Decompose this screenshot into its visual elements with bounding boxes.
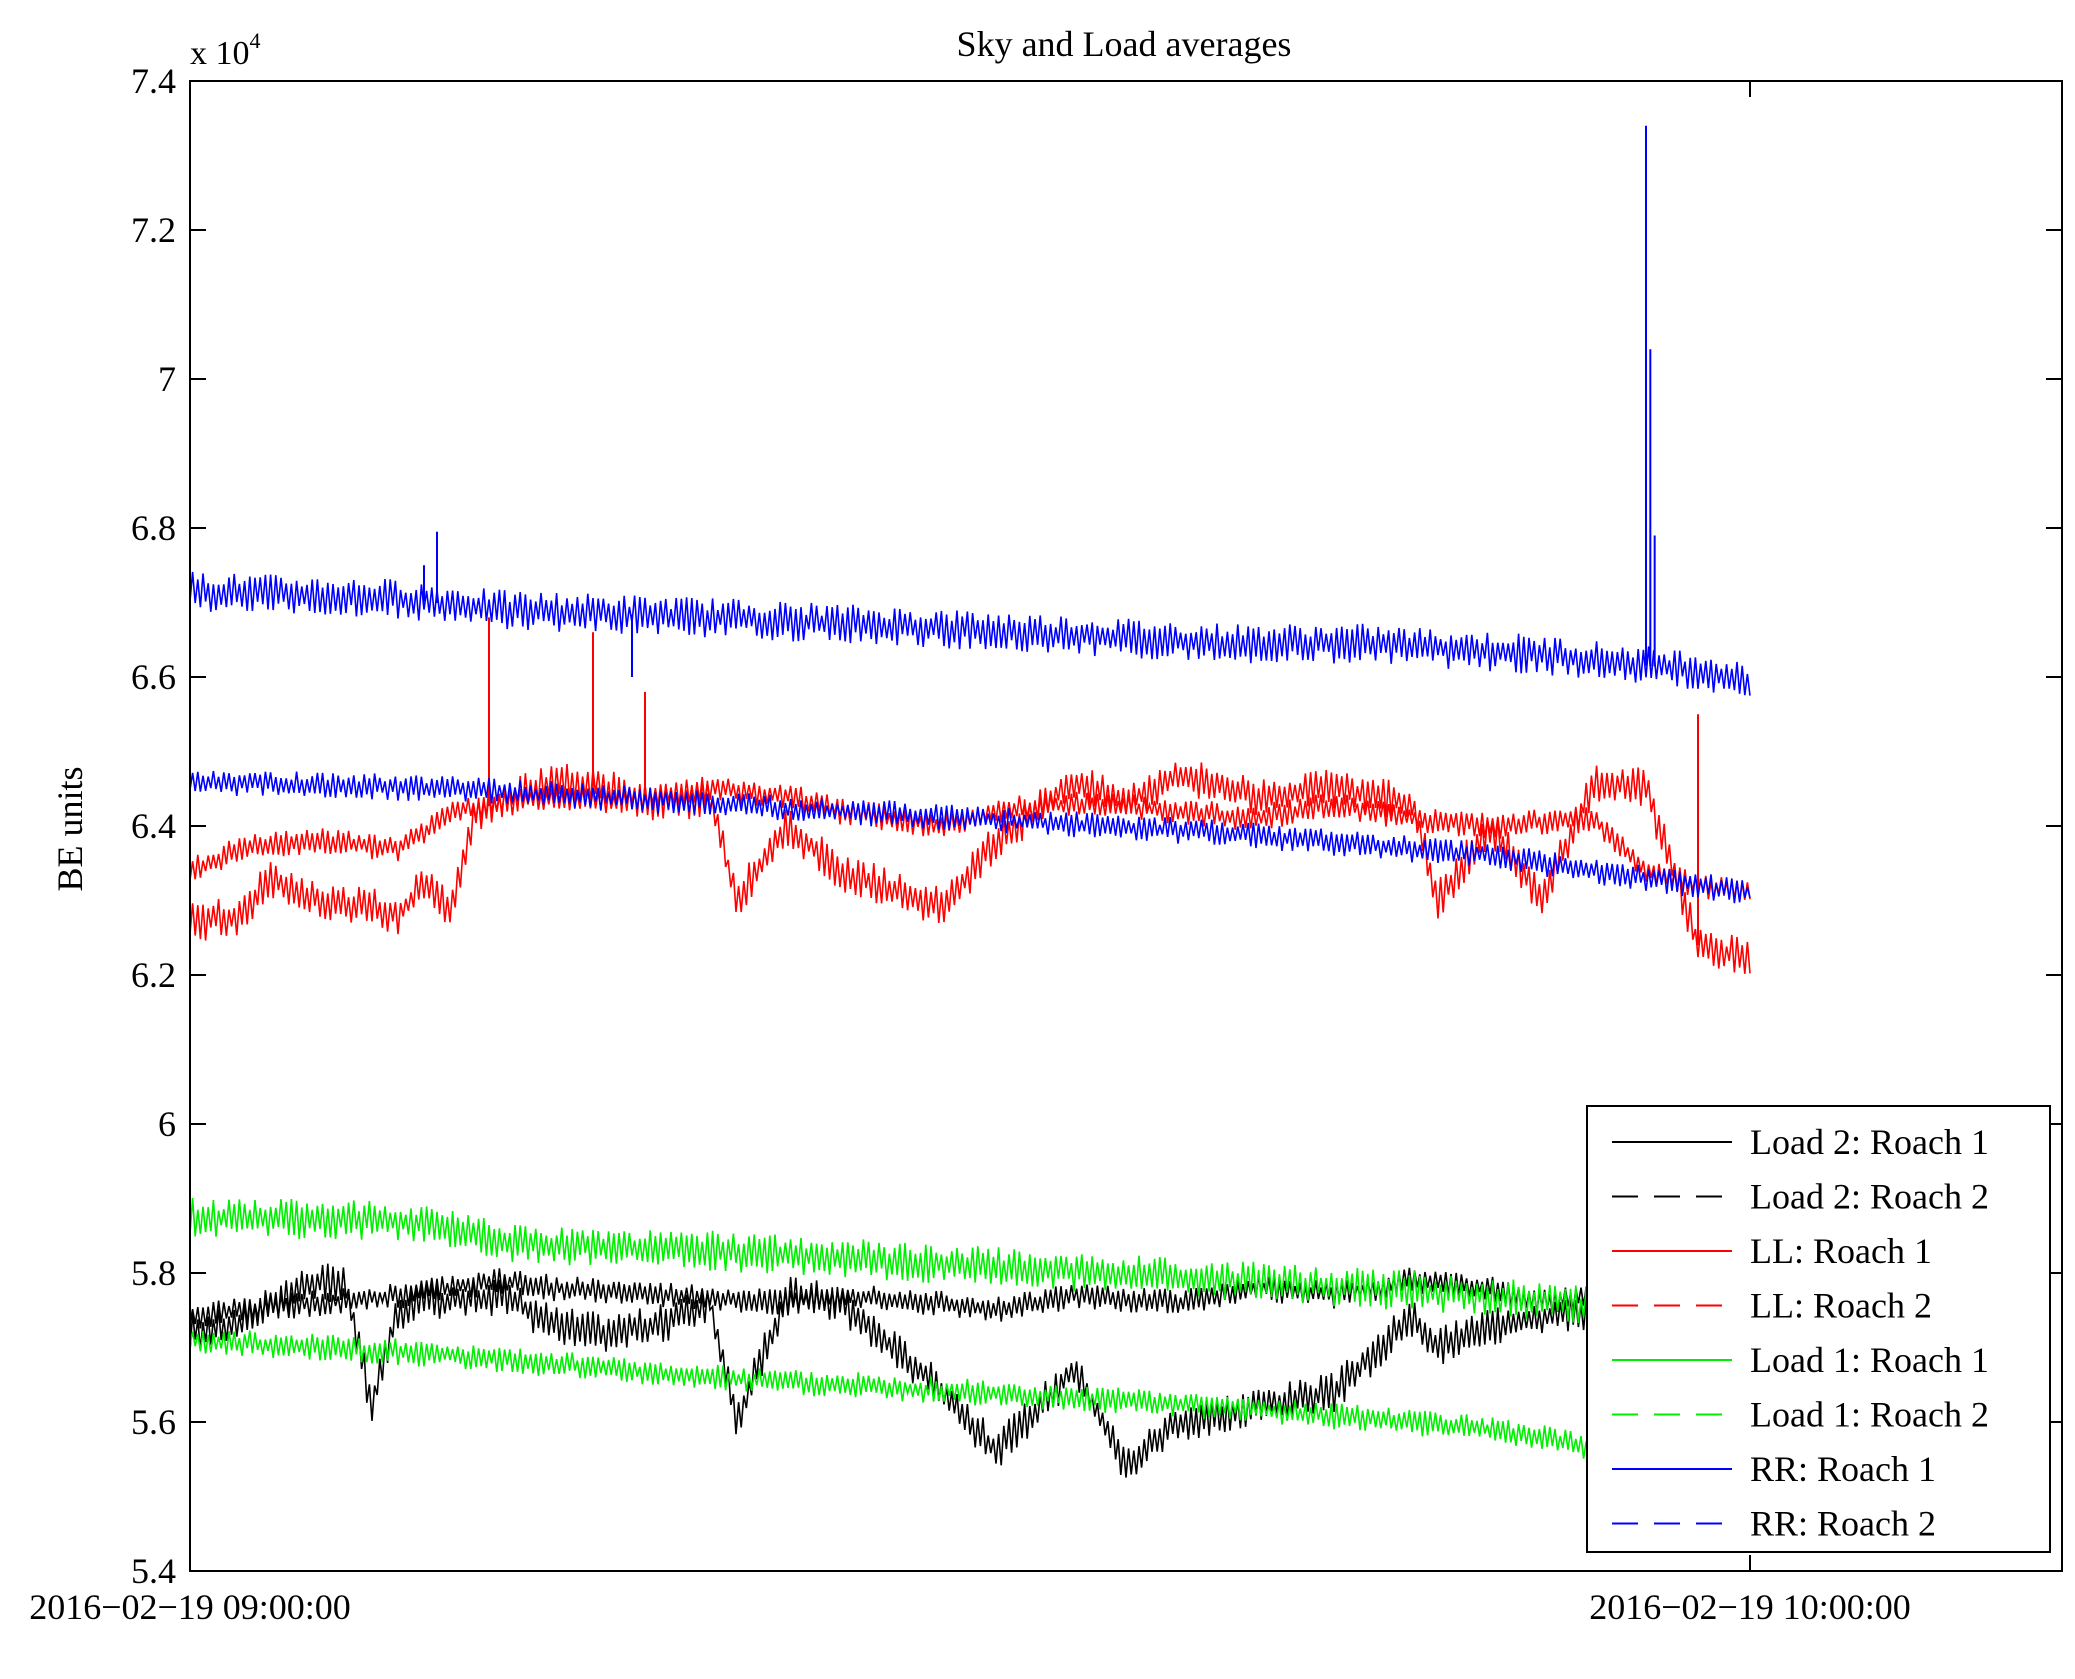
x-tick-label: 2016−02−19 10:00:00 — [1589, 1587, 1911, 1627]
y-tick-label: 6.2 — [131, 955, 176, 995]
series-rr-roach-1 — [189, 125, 1751, 696]
y-tick-label: 7.2 — [131, 210, 176, 250]
series-load-1-roach-2 — [189, 1330, 1751, 1478]
series-line — [189, 571, 1751, 696]
series-line — [189, 1267, 1751, 1329]
chart-title: Sky and Load averages — [957, 24, 1292, 64]
series-line — [189, 1330, 1751, 1478]
legend: Load 2: Roach 1 Load 2: Roach 2 LL: Roach … — [1586, 1105, 2051, 1553]
legend-label: LL: Roach 2 — [1750, 1286, 1932, 1326]
series-ll-roach-1 — [189, 617, 1751, 974]
series-line — [189, 1197, 1751, 1345]
y-tick-label: 6.4 — [131, 806, 176, 846]
y-axis-multiplier: x 104 — [190, 28, 261, 72]
legend-label: Load 1: Roach 1 — [1750, 1340, 1989, 1380]
plot-series — [189, 125, 1751, 1478]
y-axis-multiplier-exponent: 4 — [250, 28, 261, 53]
series-ll-roach-2 — [189, 691, 1751, 902]
legend-label: Load 2: Roach 1 — [1750, 1122, 1989, 1162]
y-tick-label: 6 — [158, 1104, 176, 1144]
y-tick-label: 6.6 — [131, 657, 176, 697]
y-axis-multiplier-base: x 10 — [190, 35, 250, 72]
y-tick-label: 6.8 — [131, 508, 176, 548]
series-load-2-roach-1 — [189, 1263, 1751, 1478]
y-tick-label: 5.4 — [131, 1551, 176, 1591]
legend-label: LL: Roach 1 — [1750, 1231, 1932, 1271]
series-line — [189, 776, 1751, 902]
series-load-1-roach-1 — [189, 1197, 1751, 1345]
legend-label: Load 2: Roach 2 — [1750, 1177, 1989, 1217]
series-line — [189, 1263, 1751, 1478]
y-tick-label: 7.4 — [131, 61, 176, 101]
series-line — [189, 762, 1751, 974]
y-axis: 5.4 5.6 5.8 6 6.2 6.4 6.6 6.8 7 7.2 7.4 — [131, 61, 2062, 1591]
y-tick-label: 5.8 — [131, 1253, 176, 1293]
series-line — [189, 770, 1751, 904]
legend-box — [1586, 1105, 2051, 1553]
y-axis-label: BE units — [50, 766, 90, 891]
x-axis: 2016−02−19 09:00:00 2016−02−19 10:00:00 — [29, 81, 1911, 1627]
legend-label: RR: Roach 2 — [1750, 1504, 1936, 1544]
series-rr-roach-2 — [189, 770, 1751, 904]
series-load-2-roach-2 — [189, 1267, 1751, 1329]
legend-label: RR: Roach 1 — [1750, 1449, 1936, 1489]
x-tick-label: 2016−02−19 09:00:00 — [29, 1587, 351, 1627]
legend-label: Load 1: Roach 2 — [1750, 1395, 1989, 1435]
y-tick-label: 7 — [158, 359, 176, 399]
y-tick-label: 5.6 — [131, 1402, 176, 1442]
